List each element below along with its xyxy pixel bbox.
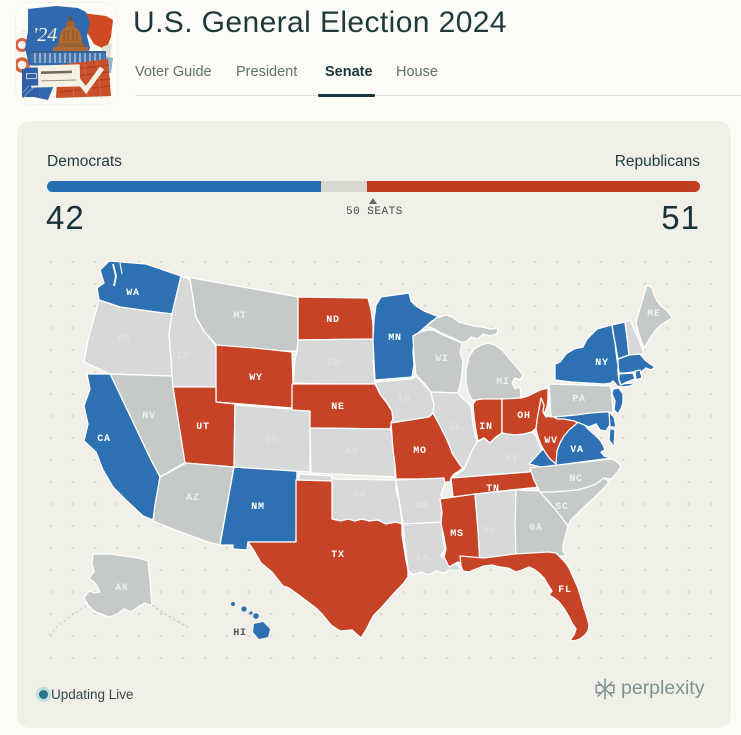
svg-text:VA: VA: [570, 445, 584, 456]
svg-text:ID: ID: [176, 351, 190, 362]
svg-text:GA: GA: [529, 523, 543, 534]
svg-text:HI: HI: [233, 628, 247, 639]
svg-text:SC: SC: [555, 502, 569, 513]
svg-text:MT: MT: [233, 311, 247, 322]
svg-text:IA: IA: [397, 394, 411, 405]
svg-text:KS: KS: [345, 447, 359, 458]
svg-text:CO: CO: [265, 435, 279, 446]
svg-text:FL: FL: [558, 585, 572, 596]
svg-text:UT: UT: [196, 422, 210, 433]
svg-text:WI: WI: [435, 354, 449, 365]
svg-text:TX: TX: [331, 550, 345, 561]
svg-text:AR: AR: [415, 501, 429, 512]
svg-text:MS: MS: [450, 529, 464, 540]
svg-text:PA: PA: [572, 394, 586, 405]
svg-text:LA: LA: [416, 553, 430, 564]
svg-text:OR: OR: [117, 334, 131, 345]
svg-text:KY: KY: [505, 454, 519, 465]
svg-text:OK: OK: [353, 490, 367, 501]
svg-text:ND: ND: [326, 315, 340, 326]
svg-text:AZ: AZ: [186, 493, 200, 504]
svg-text:TN: TN: [486, 484, 500, 495]
svg-text:IN: IN: [479, 422, 493, 433]
svg-text:MN: MN: [388, 333, 402, 344]
svg-text:AK: AK: [115, 583, 129, 594]
svg-text:MO: MO: [413, 446, 427, 457]
svg-text:CA: CA: [97, 434, 111, 445]
svg-text:OH: OH: [517, 411, 531, 422]
svg-text:NV: NV: [142, 411, 156, 422]
svg-text:WV: WV: [544, 436, 558, 447]
svg-text:IL: IL: [448, 422, 462, 433]
svg-text:NE: NE: [331, 402, 345, 413]
svg-text:'24: '24: [33, 24, 57, 46]
svg-text:NC: NC: [569, 474, 583, 485]
svg-text:ME: ME: [647, 309, 661, 320]
svg-text:AL: AL: [482, 525, 496, 536]
svg-text:WY: WY: [249, 373, 263, 384]
svg-text:NY: NY: [595, 358, 609, 369]
svg-text:SD: SD: [327, 358, 341, 369]
svg-text:NM: NM: [251, 502, 265, 513]
svg-text:WA: WA: [126, 288, 140, 299]
svg-text:MI: MI: [496, 377, 510, 388]
